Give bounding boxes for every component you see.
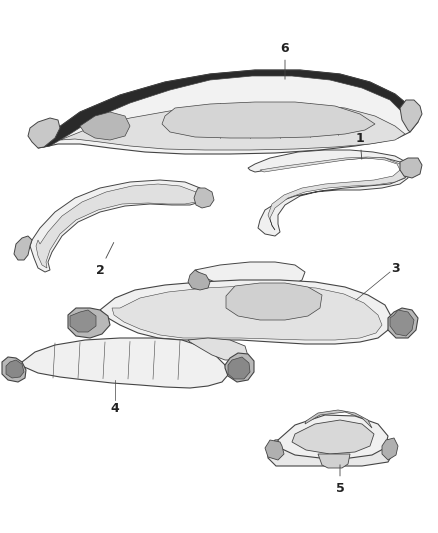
Polygon shape bbox=[112, 286, 382, 340]
Polygon shape bbox=[100, 280, 392, 344]
Polygon shape bbox=[390, 310, 414, 336]
Polygon shape bbox=[28, 118, 60, 148]
Polygon shape bbox=[6, 360, 24, 378]
Polygon shape bbox=[278, 415, 388, 458]
Text: 3: 3 bbox=[391, 262, 399, 274]
Polygon shape bbox=[225, 353, 254, 382]
Polygon shape bbox=[30, 180, 205, 272]
Polygon shape bbox=[305, 410, 372, 428]
Polygon shape bbox=[248, 150, 410, 236]
Polygon shape bbox=[60, 104, 405, 150]
Polygon shape bbox=[188, 338, 248, 360]
Polygon shape bbox=[318, 454, 350, 468]
Polygon shape bbox=[226, 283, 322, 320]
Polygon shape bbox=[36, 184, 200, 268]
Polygon shape bbox=[382, 438, 398, 460]
Polygon shape bbox=[400, 158, 422, 178]
Polygon shape bbox=[2, 357, 26, 382]
Polygon shape bbox=[188, 270, 210, 290]
Polygon shape bbox=[14, 236, 32, 260]
Text: 1: 1 bbox=[356, 132, 364, 159]
Polygon shape bbox=[68, 308, 110, 338]
Polygon shape bbox=[80, 112, 130, 140]
Polygon shape bbox=[388, 308, 418, 338]
Text: 2: 2 bbox=[95, 243, 114, 277]
Polygon shape bbox=[292, 420, 374, 454]
Polygon shape bbox=[38, 70, 418, 148]
Polygon shape bbox=[162, 102, 375, 138]
Polygon shape bbox=[228, 357, 250, 379]
Polygon shape bbox=[22, 338, 228, 388]
Text: 5: 5 bbox=[336, 465, 344, 495]
Polygon shape bbox=[70, 310, 96, 332]
Polygon shape bbox=[260, 157, 406, 230]
Polygon shape bbox=[400, 100, 422, 132]
Polygon shape bbox=[194, 188, 214, 208]
Text: 4: 4 bbox=[111, 401, 120, 415]
Polygon shape bbox=[268, 436, 395, 466]
Polygon shape bbox=[265, 440, 284, 460]
Polygon shape bbox=[38, 70, 418, 154]
Polygon shape bbox=[195, 262, 305, 287]
Text: 6: 6 bbox=[281, 42, 290, 79]
